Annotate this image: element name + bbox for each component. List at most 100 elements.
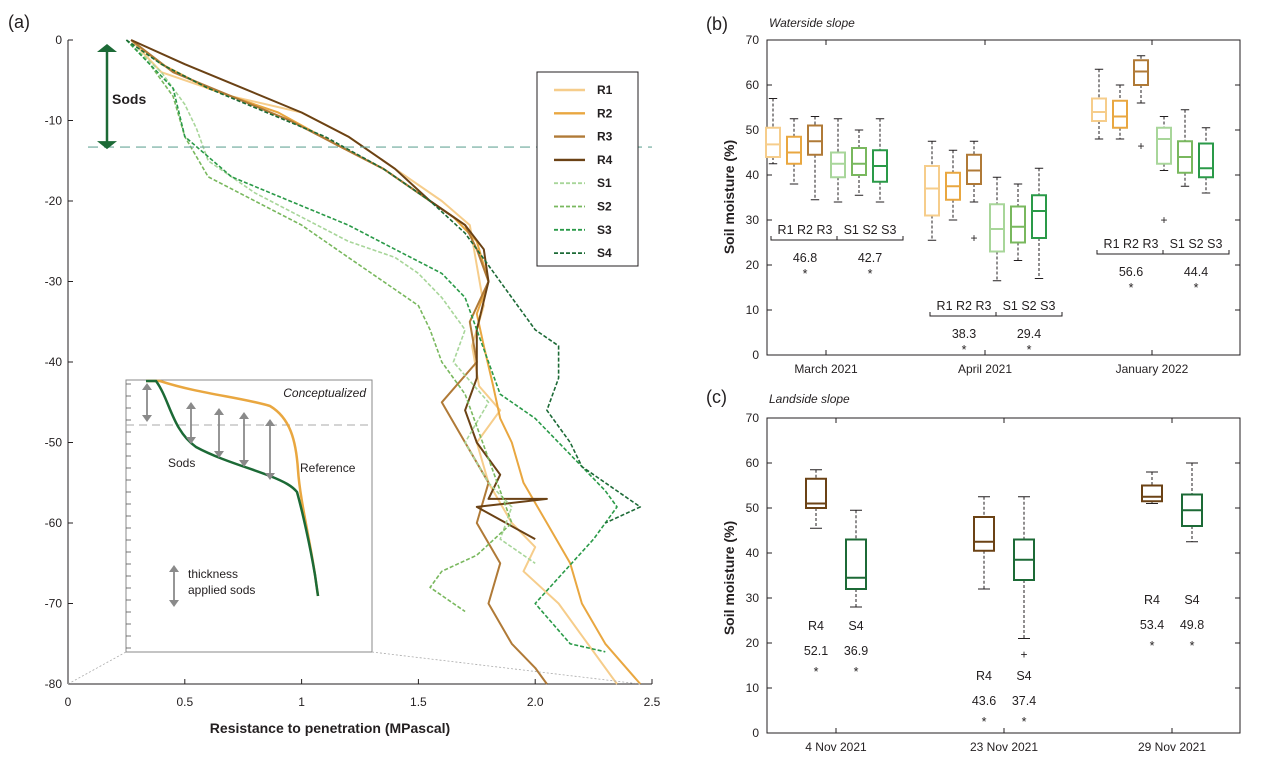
annotation-s4-label: S4 <box>1016 669 1031 683</box>
panel-b-ylabel: Soil moisture (%) <box>721 140 737 254</box>
panel-c-ylabel: Soil moisture (%) <box>721 521 737 635</box>
box-r4 <box>1141 484 1163 503</box>
series-line-r2 <box>130 39 642 685</box>
legend-label-s3: S3 <box>597 223 612 237</box>
annotation-reference-labels: R1 R2 R3 <box>937 299 992 313</box>
panel-b-subtitle: Waterside slope <box>769 16 855 30</box>
panel-a-y-tick-label: -30 <box>45 275 63 289</box>
panel-a-y-tick-label: -40 <box>45 355 63 369</box>
annotation-reference-star: * <box>1129 281 1134 295</box>
annotation-sods-labels: S1 S2 S3 <box>1170 237 1223 251</box>
inset-arrow-head-down <box>169 600 179 607</box>
annotation-s4-mean: 37.4 <box>1012 694 1036 708</box>
panel-b-annotations: R1 R2 R3 S1 S2 S3 46.8 42.7 * * R1 R2 R3 S1 S2 … <box>770 223 1230 357</box>
y-tick-label: 40 <box>746 546 760 560</box>
series-line-s2 <box>125 39 513 613</box>
inset-box <box>125 379 373 653</box>
annotation-r4-mean: 53.4 <box>1140 618 1164 632</box>
box-r1 <box>1091 97 1107 122</box>
series-line-s1 <box>125 39 536 564</box>
annotation-s4-star: * <box>1190 639 1195 653</box>
box-outlier: + <box>1020 647 1027 661</box>
box-s1 <box>1156 126 1172 165</box>
panel-b-letter: (b) <box>706 14 728 34</box>
inset-arrow-head-up <box>142 383 152 390</box>
x-category-label: April 2021 <box>958 362 1012 376</box>
annotation-bracket-right <box>995 312 1063 317</box>
annotation-r4-mean: 52.1 <box>804 644 828 658</box>
y-tick-label: 0 <box>752 726 759 740</box>
annotation-r4-label: R4 <box>808 619 824 633</box>
box-r2 <box>1112 99 1128 129</box>
y-tick-label: 20 <box>746 636 760 650</box>
x-category-label: 23 Nov 2021 <box>970 740 1038 754</box>
panel-c-letter: (c) <box>706 387 727 407</box>
annotation-reference-labels: R1 R2 R3 <box>778 223 833 237</box>
inset-conceptualized: Conceptualized Sods Reference thickness … <box>67 379 641 685</box>
y-tick-label: 70 <box>746 411 760 425</box>
legend: R1 R2 R3 R4 S1 S2 S3 S4 <box>536 71 639 267</box>
annotation-sods-mean: 44.4 <box>1184 265 1208 279</box>
panel-c-annotations: R4 S4 52.1 36.9 * * R4 S4 43.6 37.4 * * R4 S4 53.4 49.8… <box>804 593 1204 729</box>
plot-frame <box>766 39 1241 356</box>
box-outlier: + <box>970 231 977 245</box>
box-s2 <box>1010 205 1026 244</box>
y-tick-label: 0 <box>752 348 759 362</box>
inset-arrow-head-down <box>265 473 275 480</box>
annotation-sods-labels: S1 S2 S3 <box>844 223 897 237</box>
panel-a-letter: (a) <box>8 12 30 32</box>
annotation-r4-label: R4 <box>1144 593 1160 607</box>
inset-title: Conceptualized <box>283 386 366 400</box>
panel-a-series <box>125 39 642 685</box>
series-line-s4 <box>125 39 642 524</box>
panel-a-axes: 0-10-20-30-40-50-60-70-800 0.5 1 1.5 2.0 2.5 <box>45 33 661 709</box>
inset-arrow-head-down <box>142 415 152 422</box>
legend-label-s2: S2 <box>597 200 612 214</box>
inset-thickness-label: thickness <box>188 567 238 581</box>
annotation-s4-star: * <box>854 665 859 679</box>
annotation-sods-star: * <box>1027 343 1032 357</box>
box-s3 <box>1198 142 1214 179</box>
x-category-label: 4 Nov 2021 <box>805 740 867 754</box>
panel-c-axes: 0 10 20 30 40 50 60 70 4 Nov 2021 23 Nov 2021 29 N… <box>746 411 1241 754</box>
inset-reference-label: Reference <box>300 461 356 475</box>
panel-b: (b) Waterside slope Soil moisture (%) 0 1… <box>706 14 1241 376</box>
panel-a-x-tick-label: 0.5 <box>176 695 193 709</box>
annotation-r4-star: * <box>982 715 987 729</box>
plot-frame <box>766 417 1241 734</box>
y-tick-label: 10 <box>746 681 760 695</box>
x-category-label: 29 Nov 2021 <box>1138 740 1206 754</box>
panel-a-y-tick-label: -50 <box>45 436 63 450</box>
panel-c-boxes: + <box>805 462 1203 661</box>
panel-a-x-tick-label: 2.0 <box>527 695 544 709</box>
box-s1 <box>989 203 1005 253</box>
box-r4 <box>973 516 995 552</box>
sods-arrow-up-head <box>97 44 117 52</box>
inset-arrow-head-down <box>214 451 224 458</box>
inset-arrow-head-up <box>169 565 179 572</box>
annotation-bracket-right <box>836 236 904 241</box>
y-tick-label: 60 <box>746 456 760 470</box>
y-tick-label: 20 <box>746 258 760 272</box>
sods-arrow-down-head <box>97 141 117 150</box>
panel-a-x-tick-label: 1.5 <box>410 695 427 709</box>
panel-a-x-tick-label: 1 <box>298 695 305 709</box>
box-s2 <box>851 147 867 176</box>
annotation-sods-labels: S1 S2 S3 <box>1003 299 1056 313</box>
annotation-sods-mean: 29.4 <box>1017 327 1041 341</box>
annotation-sods-star: * <box>868 267 873 281</box>
annotation-bracket-right <box>1162 250 1230 255</box>
box-r1 <box>924 165 940 217</box>
panel-a-y-tick-label: -70 <box>45 597 63 611</box>
annotation-r4-star: * <box>1150 639 1155 653</box>
y-tick-label: 50 <box>746 501 760 515</box>
panel-a: (a) 0-10-20-30-40-50-60-70-800 0.5 1 1.5 2.0… <box>8 12 661 736</box>
legend-label-r4: R4 <box>597 153 613 167</box>
legend-label-s1: S1 <box>597 176 612 190</box>
annotation-s4-mean: 36.9 <box>844 644 868 658</box>
y-tick-label: 40 <box>746 168 760 182</box>
panel-b-boxes: + + + <box>765 55 1214 282</box>
y-tick-label: 60 <box>746 78 760 92</box>
y-tick-label: 10 <box>746 303 760 317</box>
